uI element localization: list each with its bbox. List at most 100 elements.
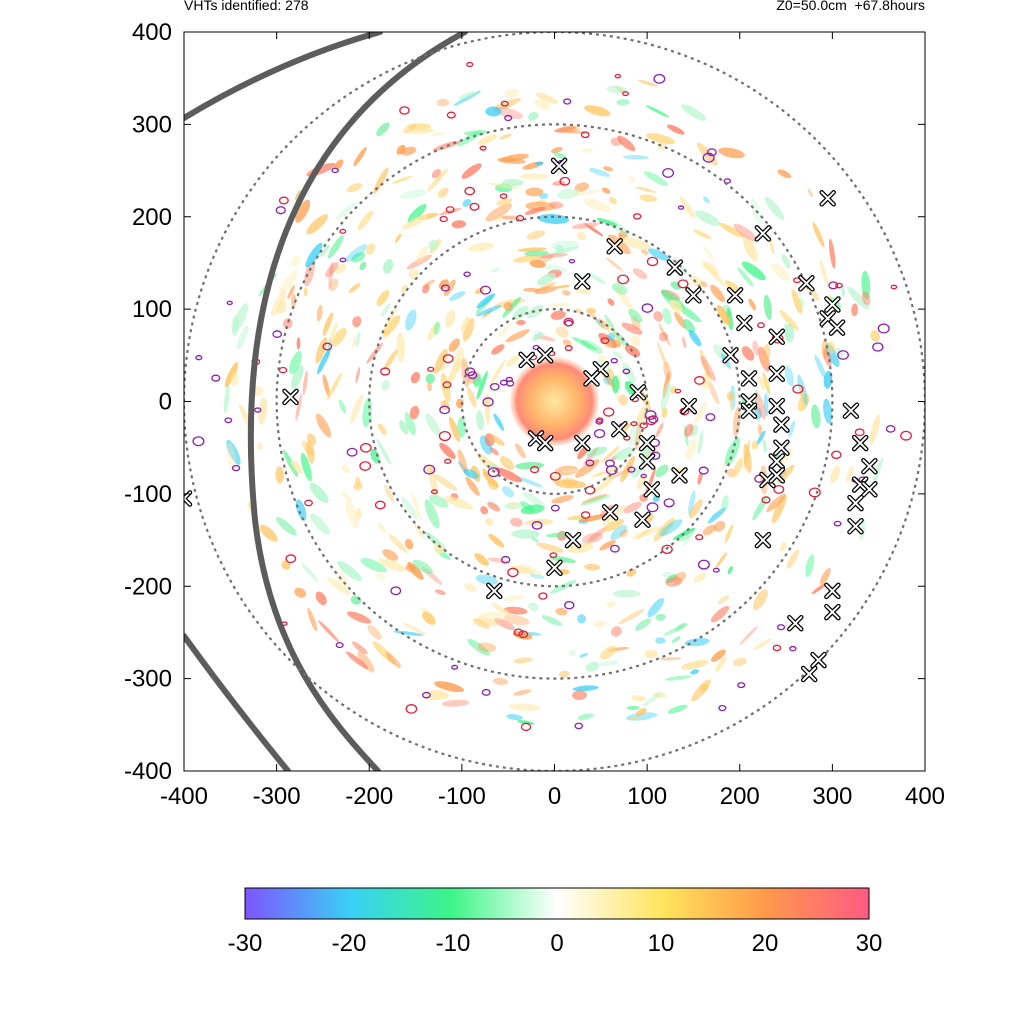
field-streak [658, 332, 668, 342]
field-streak [732, 657, 747, 667]
field-streak [309, 513, 331, 535]
field-streak [395, 233, 402, 243]
contour-loop [423, 464, 436, 475]
field-streak [503, 606, 528, 615]
track-line [184, 633, 291, 771]
field-streak [845, 466, 854, 483]
field-streak [614, 285, 634, 312]
field-streak [606, 332, 616, 342]
warm-core [510, 357, 599, 446]
field-streak [682, 318, 696, 334]
field-streak [453, 90, 481, 106]
field-streak [503, 614, 530, 626]
contour-loop [499, 193, 508, 200]
contour-loop [644, 410, 657, 420]
contour-loop [335, 641, 344, 649]
vht-marker [527, 430, 545, 447]
field-streak [426, 168, 448, 193]
field-streak [562, 339, 572, 347]
field-streak [302, 370, 308, 395]
field-streak [509, 703, 541, 712]
field-streak [814, 354, 827, 379]
field-streak [376, 572, 386, 581]
field-streak [659, 657, 682, 661]
field-streak [757, 424, 763, 436]
field-streak [258, 397, 268, 425]
field-streak [611, 282, 628, 295]
field-streak [659, 519, 683, 537]
field-streak [688, 329, 702, 347]
axis-ticks [183, 31, 926, 772]
field-streak [751, 440, 759, 450]
field-streak [786, 549, 800, 569]
field-streak [346, 183, 363, 193]
vht-marker [754, 531, 772, 549]
field-streak [594, 620, 607, 628]
contour-loop [574, 722, 584, 730]
field-streak [608, 196, 617, 205]
field-streak [584, 105, 611, 117]
field-streak [224, 362, 239, 388]
field-streak [497, 322, 513, 338]
contour-loop [515, 214, 525, 222]
field-streak [739, 626, 758, 645]
contour-loop [531, 521, 543, 530]
field-streak [872, 456, 884, 486]
contour-loop [776, 624, 786, 631]
field-streak [655, 637, 666, 644]
contour-loop [507, 567, 519, 578]
field-streak [477, 134, 498, 146]
field-streak [439, 442, 456, 460]
field-streak [717, 595, 730, 605]
field-streak [318, 620, 340, 643]
field-streak [771, 263, 790, 282]
field-streak [462, 199, 472, 207]
field-streak [366, 342, 383, 364]
contour-loop [278, 196, 289, 205]
field-streak [653, 517, 676, 542]
field-streak [643, 171, 668, 186]
field-streak [553, 152, 567, 160]
field-streak [718, 147, 745, 159]
vht-marker [847, 494, 864, 512]
field-streak [306, 433, 317, 446]
field-streak [549, 246, 580, 256]
contour-loop [438, 430, 451, 442]
field-streak [376, 438, 392, 465]
contour-loop [600, 337, 610, 345]
vht-marker [184, 490, 193, 507]
field-streak [572, 685, 599, 692]
field-streak [446, 358, 461, 386]
contour-loop [835, 282, 843, 289]
contour-loop [877, 323, 890, 334]
colorbar-gradient [244, 887, 870, 920]
field-streak [569, 190, 600, 196]
field-streak [626, 568, 637, 577]
field-streak [636, 472, 648, 490]
contour-loop [663, 498, 675, 508]
field-streak [475, 574, 498, 585]
field-streak [477, 642, 497, 653]
field-streak [671, 636, 681, 643]
field-streak [504, 502, 524, 510]
vht-marker [643, 481, 661, 498]
field-streak [528, 602, 539, 612]
contour-loop [224, 417, 233, 424]
field-streak [600, 645, 617, 660]
field-streak [383, 258, 394, 274]
contour-loop [346, 447, 358, 457]
contour-loop [833, 520, 842, 527]
field-streak [688, 499, 703, 519]
field-streak [401, 496, 419, 520]
contour-loop [773, 484, 785, 494]
field-streak [426, 465, 435, 475]
field-streak [523, 287, 539, 292]
field-streak [701, 370, 712, 390]
field-streak [512, 305, 529, 320]
contour-loop [564, 600, 575, 610]
contour-loop [530, 466, 540, 474]
field-streak [434, 589, 446, 595]
field-streak [727, 566, 733, 575]
field-streak [599, 660, 620, 666]
field-streak [525, 201, 556, 212]
